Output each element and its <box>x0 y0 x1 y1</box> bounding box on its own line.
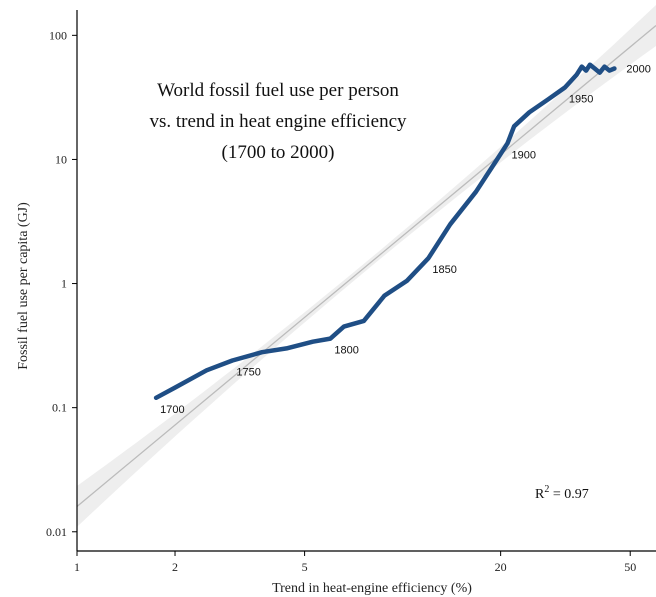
x-tick-label: 1 <box>74 560 80 574</box>
y-axis-title: Fossil fuel use per capita (GJ) <box>16 202 31 370</box>
r-squared-superscript: 2 <box>544 484 549 495</box>
chart-title: World fossil fuel use per person vs. tre… <box>149 80 407 163</box>
y-tick-label: 0.1 <box>52 401 67 415</box>
r-squared-annotation: R2 = 0.97 <box>535 484 589 502</box>
data-series <box>153 62 617 401</box>
r-squared-value: = 0.97 <box>549 487 588 502</box>
year-label-1850: 1850 <box>432 264 456 276</box>
year-label-2000: 2000 <box>626 64 650 76</box>
year-label-1800: 1800 <box>334 345 358 357</box>
x-tick-label: 50 <box>624 560 636 574</box>
year-label-1750: 1750 <box>236 366 260 378</box>
year-label-1900: 1900 <box>512 149 536 161</box>
fit-line <box>76 25 656 507</box>
year-label-1950: 1950 <box>569 93 593 105</box>
tick-labels: 1 2 5 20 50 0.01 0.1 1 10 100 <box>46 28 636 574</box>
title-line-3: (1700 to 2000) <box>222 142 335 163</box>
y-tick-label: 10 <box>55 152 67 166</box>
trend-fit-line <box>76 25 656 507</box>
x-axis-title: Trend in heat-engine efficiency (%) <box>272 581 472 596</box>
r-squared-symbol: R <box>535 487 545 502</box>
x-tick-label: 20 <box>495 560 507 574</box>
x-tick-label: 5 <box>302 560 308 574</box>
y-tick-label: 1 <box>61 277 67 291</box>
y-tick-label: 100 <box>49 28 67 42</box>
series-line <box>153 62 617 401</box>
x-tick-label: 2 <box>172 560 178 574</box>
axes <box>72 10 656 556</box>
title-line-2: vs. trend in heat engine efficiency <box>149 111 407 132</box>
year-label-1700: 1700 <box>160 404 184 416</box>
y-tick-label: 0.01 <box>46 525 67 539</box>
title-line-1: World fossil fuel use per person <box>157 80 399 101</box>
year-labels: 1700 1750 1800 1850 1900 1950 2000 <box>160 64 651 416</box>
